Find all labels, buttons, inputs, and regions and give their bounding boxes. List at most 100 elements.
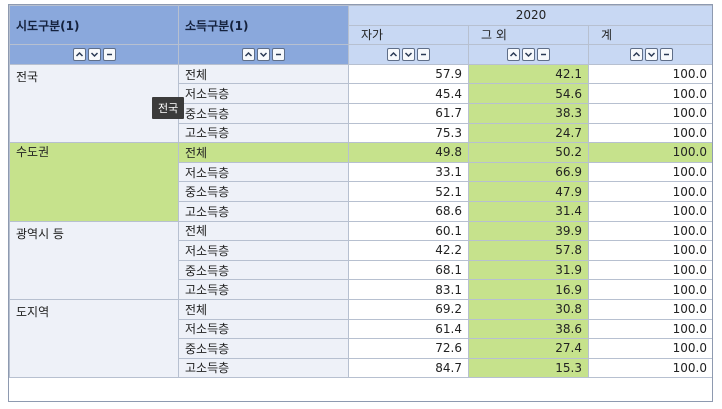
sort-asc-button-total[interactable] xyxy=(629,48,643,62)
header-region-dimension[interactable]: 시도구분(1) xyxy=(9,5,179,46)
value-total: 100.0 xyxy=(588,200,712,222)
value-total: 100.0 xyxy=(588,161,712,183)
income-cell: 전체 xyxy=(178,63,349,85)
income-cell: 고소득층 xyxy=(178,357,349,379)
sort-desc-button-income[interactable] xyxy=(257,48,270,62)
chevron-up-icon xyxy=(389,52,398,58)
value-total: 100.0 xyxy=(588,298,712,320)
table-row: 중소득층 52.1 47.9 100.0 xyxy=(10,181,712,202)
sort-controls-total xyxy=(588,44,712,65)
value-total: 100.0 xyxy=(588,338,712,359)
income-cell: 전체 xyxy=(178,298,349,320)
region-cell[interactable]: 전국 xyxy=(9,63,179,144)
value-other: 42.1 xyxy=(468,63,589,85)
table-row: 수도권 전체 49.8 50.2 100.0 xyxy=(9,142,712,222)
sort-asc-button-other[interactable] xyxy=(507,48,520,62)
value-other: 57.8 xyxy=(468,240,589,261)
chevron-down-icon xyxy=(404,52,413,58)
value-total: 100.0 xyxy=(588,63,712,85)
table-row: 저소득층 61.4 38.6 100.0 xyxy=(10,318,712,340)
minus-icon xyxy=(421,54,426,56)
value-total: 100.0 xyxy=(588,122,712,144)
income-cell: 고소득층 xyxy=(178,200,349,222)
table-row: 저소득층 33.1 66.9 100.0 xyxy=(10,161,712,183)
table-row: 전국 전체 57.9 42.1 100.0 xyxy=(9,63,712,144)
table-row: 도지역 전체 69.2 30.8 100.0 xyxy=(9,298,712,379)
income-cell: 고소득층 xyxy=(178,122,349,144)
income-cell: 중소득층 xyxy=(178,259,349,281)
sort-desc-button-total[interactable] xyxy=(644,48,658,62)
sort-desc-button-region[interactable] xyxy=(87,48,101,62)
collapse-button-own[interactable] xyxy=(417,48,430,62)
sort-desc-button-other[interactable] xyxy=(522,48,535,62)
value-other: 30.8 xyxy=(468,298,589,320)
value-own: 75.3 xyxy=(348,122,469,144)
collapse-button-income[interactable] xyxy=(272,48,285,62)
region-cell[interactable]: 광역시 등 xyxy=(9,220,179,300)
table-row: 저소득층 45.4 54.6 100.0 xyxy=(10,83,712,104)
value-other: 15.3 xyxy=(468,357,589,379)
value-own: 84.7 xyxy=(348,357,469,379)
value-other: 31.9 xyxy=(468,259,589,281)
value-other: 47.9 xyxy=(468,181,589,202)
value-total: 100.0 xyxy=(588,102,712,124)
chevron-up-icon xyxy=(244,52,253,58)
chevron-down-icon xyxy=(259,52,268,58)
sort-asc-button-region[interactable] xyxy=(72,48,86,62)
income-cell: 전체 xyxy=(178,142,349,163)
income-cell: 중소득층 xyxy=(178,102,349,124)
value-own: 49.8 xyxy=(348,142,469,163)
value-total: 100.0 xyxy=(588,240,712,261)
region-cell[interactable]: 도지역 xyxy=(9,298,179,379)
value-total: 100.0 xyxy=(588,259,712,281)
header-col-total: 계 xyxy=(588,24,712,46)
minus-icon xyxy=(276,54,281,56)
header-income-dimension[interactable]: 소득구분(1) xyxy=(178,5,349,46)
value-own: 69.2 xyxy=(348,298,469,320)
chevron-down-icon xyxy=(524,52,533,58)
table-row: 중소득층 61.7 38.3 100.0 xyxy=(10,102,712,124)
collapse-button-region[interactable] xyxy=(102,48,116,62)
value-own: 52.1 xyxy=(348,181,469,202)
chevron-up-icon xyxy=(509,52,518,58)
value-own: 68.6 xyxy=(348,200,469,222)
value-total: 100.0 xyxy=(588,318,712,340)
header-col-other: 그 외 xyxy=(468,24,589,46)
table-body: 전국 전체 57.9 42.1 100.0 저소득층 45.4 54.6 100.0 중소득층 61… xyxy=(9,63,712,379)
value-own: 45.4 xyxy=(348,83,469,104)
sort-controls-own xyxy=(348,44,469,65)
value-own: 42.2 xyxy=(348,240,469,261)
value-other: 24.7 xyxy=(468,122,589,144)
header-col-own: 자가 xyxy=(348,24,469,46)
value-own: 60.1 xyxy=(348,220,469,242)
value-own: 61.7 xyxy=(348,102,469,124)
header-year: 2020 xyxy=(348,5,712,26)
value-other: 27.4 xyxy=(468,338,589,359)
value-other: 16.9 xyxy=(468,279,589,300)
value-own: 72.6 xyxy=(348,338,469,359)
value-other: 38.6 xyxy=(468,318,589,340)
table-row: 광역시 등 전체 60.1 39.9 100.0 xyxy=(9,220,712,300)
collapse-button-other[interactable] xyxy=(537,48,550,62)
chevron-down-icon xyxy=(647,52,655,58)
pivot-table: 시도구분(1) 소득구분(1) 2020 자가 그 외 계 전국 전체 57.9 42… xyxy=(9,5,712,379)
income-cell: 고소득층 xyxy=(178,279,349,300)
region-cell[interactable]: 수도권 xyxy=(9,142,179,222)
value-other: 38.3 xyxy=(468,102,589,124)
region-label: 수도권 xyxy=(10,143,178,162)
value-other: 66.9 xyxy=(468,161,589,183)
chevron-up-icon xyxy=(75,52,83,58)
region-tooltip: 전국 xyxy=(152,97,185,119)
minus-icon xyxy=(106,54,112,56)
table-row: 고소득층 68.6 31.4 100.0 xyxy=(10,200,712,222)
income-cell: 전체 xyxy=(178,220,349,242)
table-row: 고소득층 75.3 24.7 100.0 xyxy=(10,122,712,144)
collapse-button-total[interactable] xyxy=(659,48,673,62)
sort-asc-button-own[interactable] xyxy=(387,48,400,62)
income-cell: 저소득층 xyxy=(178,240,349,261)
sort-desc-button-own[interactable] xyxy=(402,48,415,62)
chevron-down-icon xyxy=(90,52,98,58)
sort-asc-button-income[interactable] xyxy=(242,48,255,62)
minus-icon xyxy=(663,54,669,56)
income-cell: 저소득층 xyxy=(178,318,349,340)
